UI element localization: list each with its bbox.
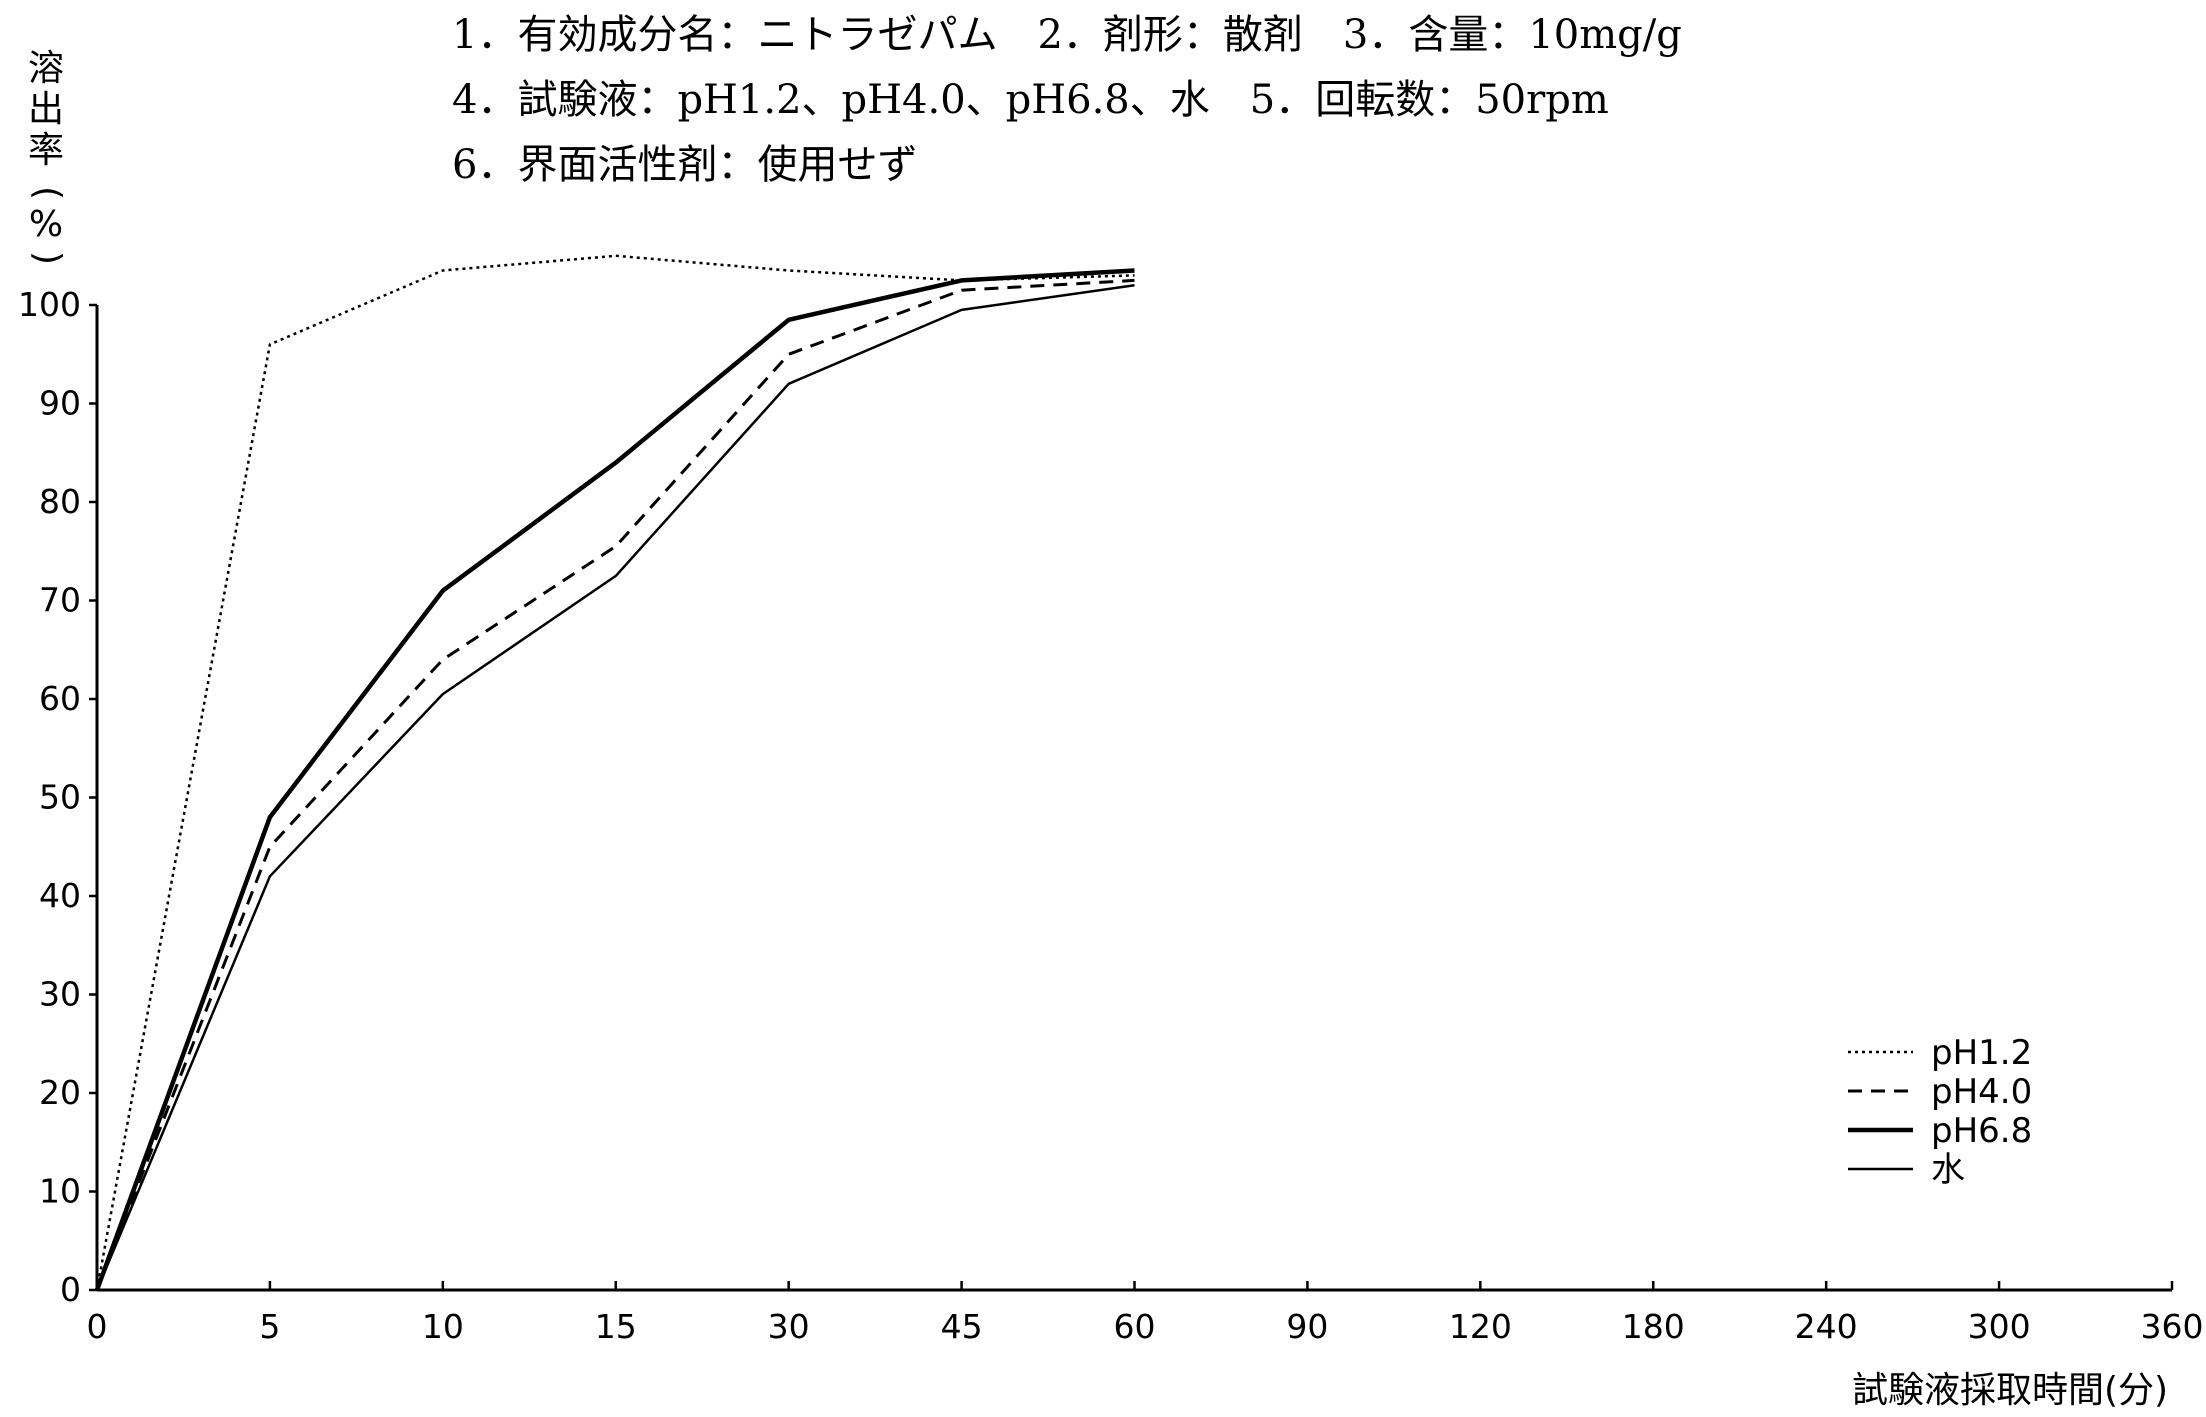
y-tick-label: 30 (39, 975, 81, 1014)
legend-label: pH4.0 (1931, 1072, 2032, 1112)
x-tick-label: 0 (87, 1307, 108, 1346)
y-tick-label: 20 (39, 1073, 81, 1112)
x-tick-label: 120 (1449, 1307, 1512, 1346)
y-tick-label: 10 (39, 1172, 81, 1211)
conditions-line-1: 1．有効成分名：ニトラゼパム 2．剤形：散剤 3．含量：10mg/g (452, 12, 1682, 58)
x-tick-label: 90 (1286, 1307, 1328, 1346)
y-axis-label-char: 率 (28, 130, 64, 171)
y-axis-label-char: % (29, 204, 63, 245)
y-tick-label: 0 (60, 1270, 81, 1309)
y-axis-ticks: 0 10 20 30 40 50 60 70 80 90 100 (18, 285, 97, 1309)
x-tick-label: 5 (259, 1307, 280, 1346)
y-axis-label: 溶 出 率 ( % ) (27, 48, 68, 265)
x-tick-label: 240 (1795, 1307, 1858, 1346)
y-axis-label-char: ( (27, 186, 68, 200)
conditions-line-2: 4．試験液：pH1.2、pH4.0、pH6.8、水 5．回転数：50rpm (452, 77, 1609, 123)
series-layer (94, 254, 1135, 1291)
y-tick-label: 90 (39, 384, 81, 423)
x-tick-label: 60 (1114, 1307, 1156, 1346)
x-tick-label: 360 (2141, 1307, 2204, 1346)
x-tick-label: 30 (768, 1307, 810, 1346)
series-line-pH4.0 (95, 278, 1135, 1291)
x-tick-label: 300 (1968, 1307, 2031, 1346)
y-tick-label: 60 (39, 679, 81, 718)
x-axis-ticks: 0 5 10 15 30 45 60 90 120 180 240 300 360 (87, 1281, 2204, 1346)
y-tick-label: 40 (39, 876, 81, 915)
conditions-line-3: 6．界面活性剤：使用せず (452, 142, 917, 188)
x-tick-label: 180 (1622, 1307, 1685, 1346)
legend-label: pH6.8 (1931, 1111, 2032, 1151)
legend-label: 水 (1931, 1150, 1965, 1190)
x-tick-label: 10 (422, 1307, 464, 1346)
series-line-pH6.8 (94, 268, 1135, 1291)
y-tick-label: 50 (39, 778, 81, 817)
y-tick-label: 100 (18, 285, 81, 324)
x-tick-label: 15 (595, 1307, 637, 1346)
x-axis-label: 試験液採取時間(分) (1852, 1370, 2168, 1411)
series-line-pH1.2 (95, 254, 1135, 1291)
y-axis-label-char: 溶 (28, 48, 64, 89)
x-tick-label: 45 (941, 1307, 983, 1346)
y-axis-label-char: ) (27, 251, 68, 265)
y-axis-label-char: 出 (28, 89, 64, 130)
legend-label: pH1.2 (1931, 1033, 2032, 1073)
y-tick-label: 70 (39, 581, 81, 620)
y-tick-label: 80 (39, 482, 81, 521)
